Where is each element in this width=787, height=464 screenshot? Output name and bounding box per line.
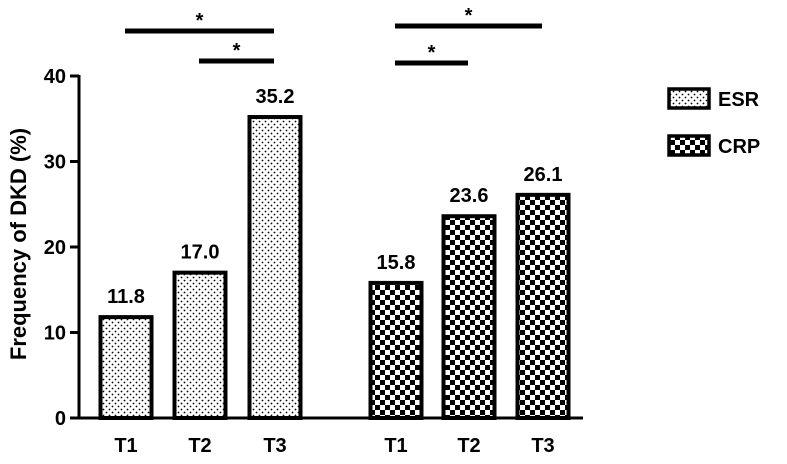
y-tick-label: 0 bbox=[55, 408, 66, 430]
legend-label: CRP bbox=[718, 136, 760, 158]
bar-esr-t2 bbox=[172, 270, 228, 420]
legend-swatch-crp bbox=[667, 134, 711, 157]
axes: 0 10 20 30 40 bbox=[44, 66, 583, 430]
bar-esr-t3 bbox=[247, 115, 303, 420]
bar-esr-t1 bbox=[98, 315, 154, 420]
y-tick-label: 40 bbox=[44, 66, 66, 88]
significance-marker: * bbox=[428, 42, 436, 64]
bar-crp-t2 bbox=[441, 214, 497, 420]
x-tick-label: T3 bbox=[531, 435, 554, 457]
legend: ESR CRP bbox=[667, 87, 760, 158]
data-label: 35.2 bbox=[256, 86, 295, 108]
significance-brackets: * * * * bbox=[125, 5, 542, 66]
x-tick-label: T3 bbox=[263, 435, 286, 457]
y-tick-label: 20 bbox=[44, 237, 66, 259]
bar-crp-t1 bbox=[368, 280, 424, 420]
data-label: 11.8 bbox=[107, 286, 145, 308]
legend-label: ESR bbox=[718, 89, 760, 111]
significance-marker: * bbox=[233, 40, 241, 62]
significance-marker: * bbox=[465, 5, 473, 27]
x-tick-label: T1 bbox=[384, 435, 407, 457]
data-label: 17.0 bbox=[181, 242, 220, 264]
x-tick-label: T2 bbox=[188, 435, 211, 457]
legend-swatch-esr bbox=[667, 87, 711, 110]
x-tick-label: T1 bbox=[114, 435, 137, 457]
y-tick-label: 30 bbox=[44, 152, 66, 174]
data-label: 23.6 bbox=[450, 185, 489, 207]
data-label: 15.8 bbox=[377, 252, 416, 274]
significance-marker: * bbox=[196, 10, 204, 32]
x-tick-label: T2 bbox=[457, 435, 480, 457]
bars: 11.8 T1 17.0 T2 35.2 T3 15.8 T1 23.6 T2 26.1 T3 bbox=[98, 86, 571, 457]
y-axis-label: Frequency of DKD (%) bbox=[6, 128, 31, 360]
bar-crp-t3 bbox=[515, 192, 571, 420]
data-label: 26.1 bbox=[524, 164, 563, 186]
y-tick-label: 10 bbox=[44, 323, 66, 345]
